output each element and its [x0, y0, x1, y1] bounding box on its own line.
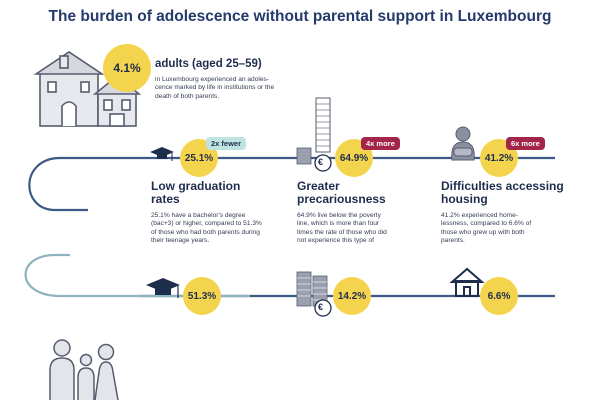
desc-line: 41.2% experienced home- [441, 212, 518, 219]
intro-description: in Luxembourg experienced an adoles- cen… [155, 76, 325, 101]
intro-stat-circle: 4.1% [103, 44, 151, 92]
housing-heading: Difficulties accessing housing [441, 180, 596, 206]
desc-line: lessness, compared to 6.6% of [441, 220, 532, 228]
heading-line: precariousness [297, 192, 386, 206]
euro-icon: € [318, 157, 324, 167]
coin-stack-icon [296, 97, 332, 172]
graduation-heading: Low graduation rates [151, 180, 291, 206]
housing-description: 41.2% experienced home- lessness, compar… [441, 212, 576, 246]
precariousness-comparison-circle: 14.2% [333, 277, 371, 315]
desc-line: 25.1% have a bachelor's degree [151, 212, 246, 219]
coin-stack-icon [296, 271, 332, 317]
page-title: The burden of adolescence without parent… [48, 8, 552, 25]
precariousness-heading: Greater precariousness [297, 180, 437, 206]
desc-line: their teenage years. [151, 237, 210, 245]
house-outline-icon [449, 267, 485, 297]
heading-line: Greater [297, 179, 340, 193]
intro-desc-line: in Luxembourg experienced an adoles- [155, 76, 269, 83]
person-sitting-icon [451, 126, 475, 161]
intro-label: adults (aged 25–59) [155, 58, 262, 70]
graduation-cap-icon [150, 147, 174, 161]
graduation-description: 25.1% have a bachelor's degree (bac+3) o… [151, 212, 291, 246]
desc-line: 64.9% live below the poverty [297, 212, 381, 219]
housing-comparison-circle: 6.6% [480, 277, 518, 315]
heading-line: rates [151, 192, 180, 206]
heading-line: Difficulties accessing [441, 179, 564, 193]
family-icon [49, 339, 119, 400]
graduation-cap-icon [146, 278, 180, 298]
precariousness-badge: 4x more [361, 137, 400, 150]
desc-line: (bac+3) or higher, compared to 51.3% [151, 220, 262, 228]
desc-line: of those who had both parents during [151, 228, 260, 236]
euro-icon: € [318, 302, 324, 312]
intro-desc-line: cence marked by life in institutions or … [155, 84, 275, 92]
graduation-comparison-circle: 51.3% [183, 277, 221, 315]
precariousness-description: 64.9% live below the poverty line, which… [297, 212, 432, 246]
desc-line: times the rate of those who did [297, 228, 387, 236]
graduation-badge: 2x fewer [206, 137, 247, 150]
heading-line: housing [441, 192, 488, 206]
housing-badge: 6x more [506, 137, 545, 150]
desc-line: line, which is more than four [297, 220, 380, 228]
desc-line: those who grew up with both [441, 228, 525, 236]
intro-desc-line: death of both parents. [155, 92, 220, 100]
desc-line: parents. [441, 237, 465, 245]
timeline-top [28, 156, 150, 212]
timeline-bottom [24, 253, 140, 298]
desc-line: not experience this type of [297, 237, 374, 245]
heading-line: Low graduation [151, 179, 241, 193]
